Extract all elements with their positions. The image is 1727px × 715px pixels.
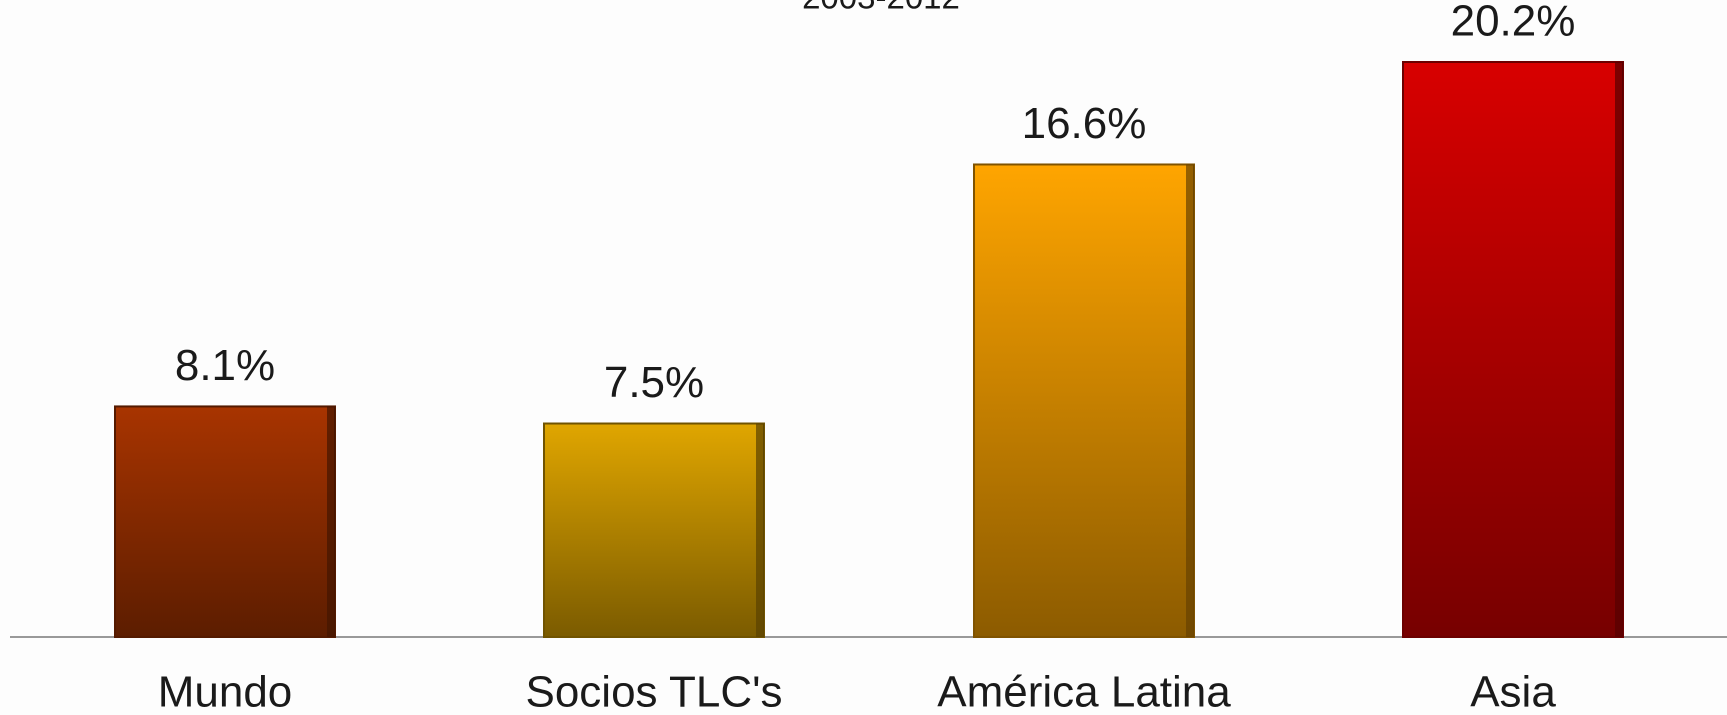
value-label: 7.5% (604, 358, 704, 407)
x-tick-label: Asia (1470, 668, 1556, 715)
bar (1402, 61, 1624, 638)
value-label: 20.2% (1451, 0, 1576, 46)
bar-bevel (327, 406, 335, 637)
bar (114, 405, 336, 638)
bar (543, 422, 765, 638)
chart-subtitle: 2003-2012 (802, 0, 960, 16)
x-tick-label: América Latina (937, 668, 1231, 715)
x-tick-label: Mundo (158, 668, 293, 715)
bar-bevel (1615, 62, 1623, 637)
value-label: 16.6% (1022, 99, 1147, 148)
bar-bevel (1186, 164, 1194, 637)
bar (973, 163, 1195, 638)
bar-bevel (756, 423, 764, 637)
value-label: 8.1% (175, 341, 275, 390)
x-tick-label: Socios TLC's (525, 668, 782, 715)
